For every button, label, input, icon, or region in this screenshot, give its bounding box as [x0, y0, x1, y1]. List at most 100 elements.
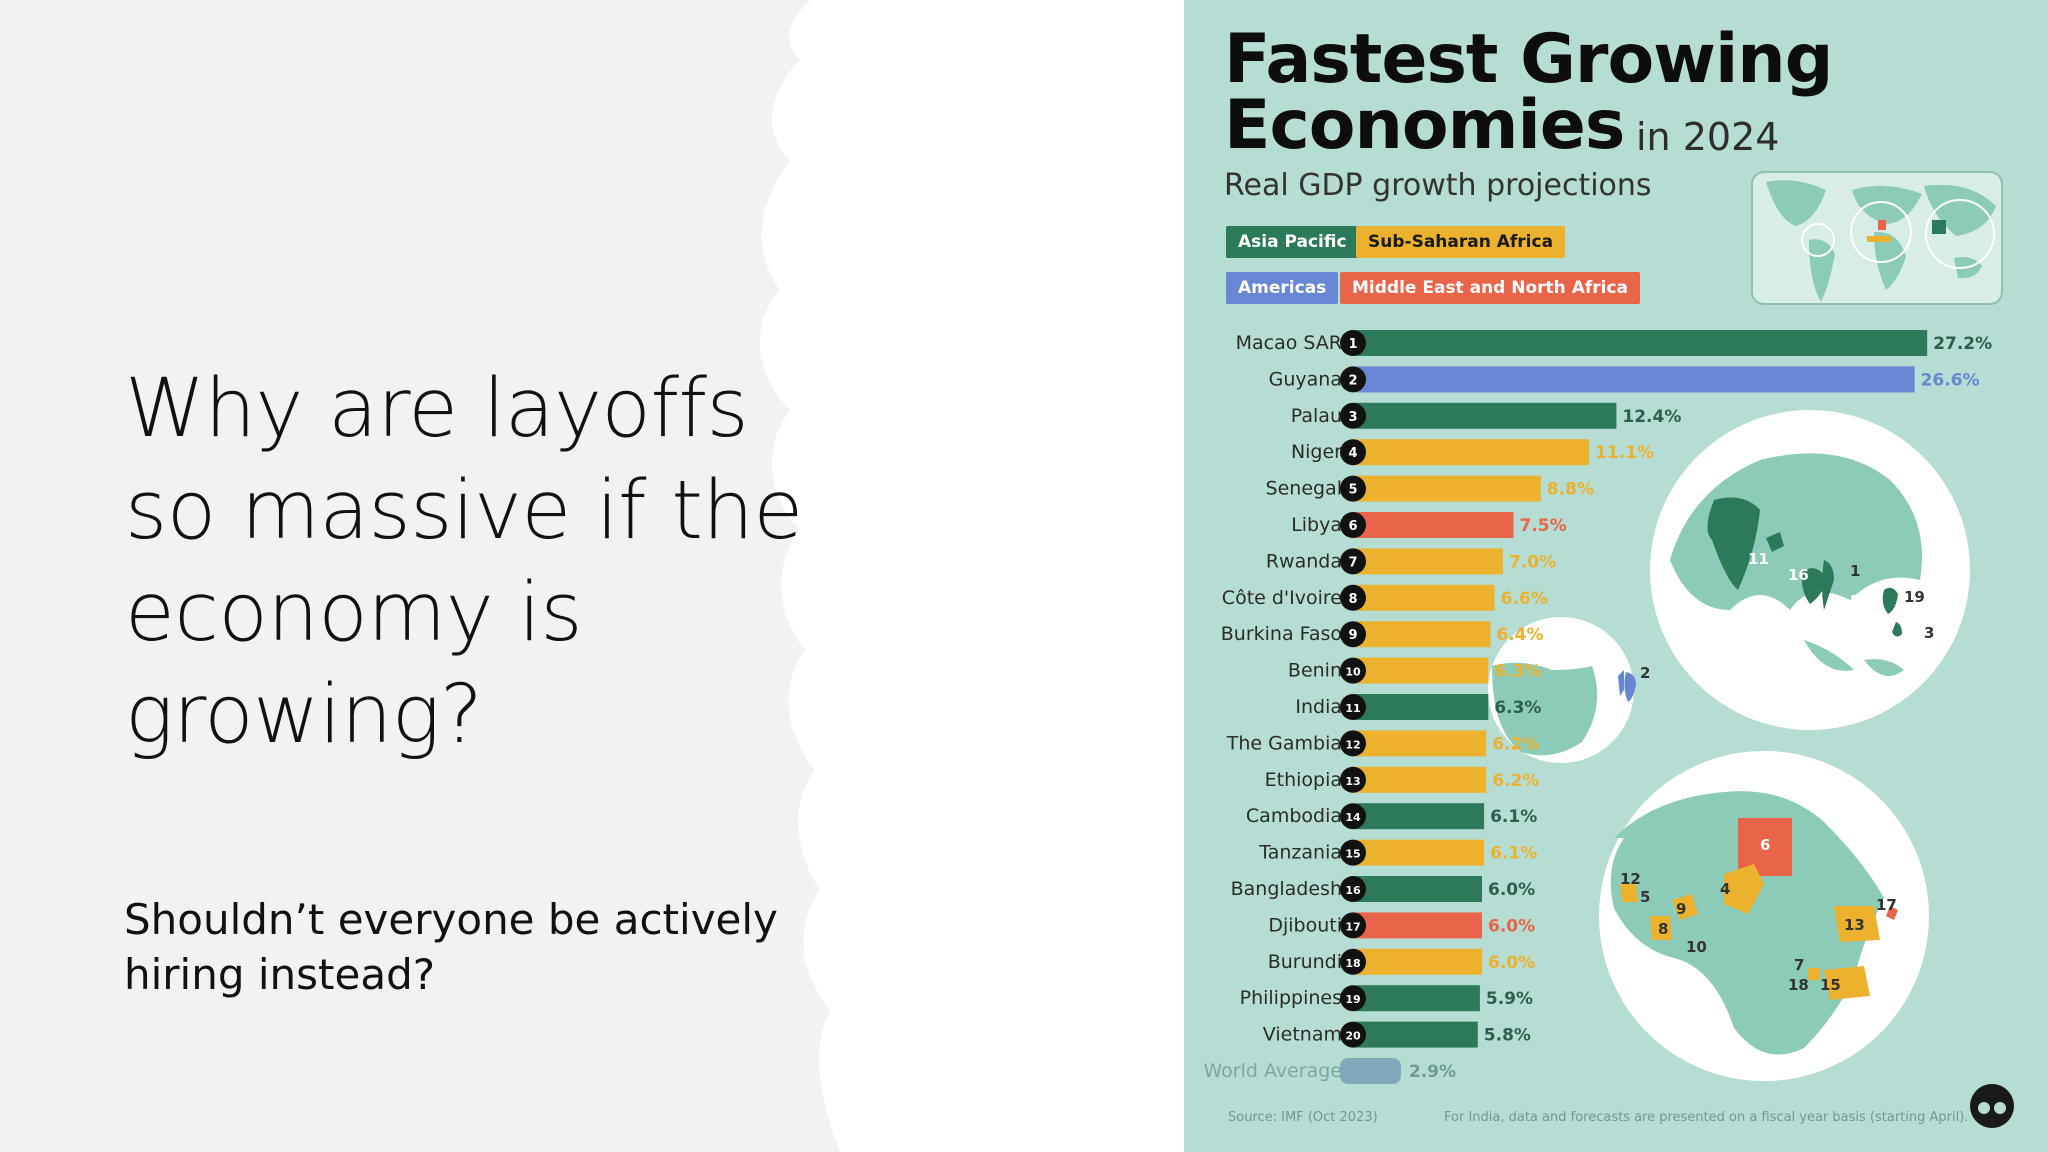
- category-label: Cambodia: [1246, 805, 1342, 827]
- rank-label: 7: [1348, 555, 1357, 570]
- value-label: 6.6%: [1501, 589, 1548, 609]
- value-label: 12.4%: [1622, 407, 1681, 427]
- value-label: 6.4%: [1496, 625, 1543, 645]
- rank-label: 12: [1345, 738, 1360, 751]
- rank-label: 5: [1348, 483, 1357, 498]
- asia-map-label: 3: [1924, 624, 1934, 642]
- bar: [1356, 548, 1503, 575]
- africa-map-label: 7: [1794, 956, 1804, 974]
- bar: [1356, 330, 1928, 356]
- bar: [1356, 1021, 1478, 1048]
- world-average-value: 2.9%: [1409, 1062, 1456, 1082]
- value-label: 5.8%: [1484, 1026, 1531, 1046]
- africa-map-label: 9: [1676, 900, 1686, 918]
- rank-badge: [1340, 694, 1366, 720]
- rank-badge: [1340, 330, 1366, 356]
- value-label: 7.0%: [1509, 552, 1556, 572]
- value-label: 6.2%: [1492, 734, 1539, 754]
- bar: [1356, 621, 1491, 648]
- world-average-bar: [1340, 1058, 1401, 1084]
- africa-map-label: 12: [1620, 870, 1641, 888]
- rank-badge: [1340, 876, 1366, 902]
- rank-badge: [1340, 584, 1366, 611]
- rank-label: 1: [1348, 337, 1357, 352]
- world-average-label: World Average: [1203, 1060, 1342, 1082]
- value-label: 6.0%: [1488, 880, 1535, 900]
- africa-map-circle: [1599, 751, 1929, 1081]
- rank-badge: [1340, 803, 1366, 830]
- category-label: The Gambia: [1226, 732, 1342, 754]
- rank-badge: [1340, 548, 1366, 575]
- africa-map-label: 4: [1720, 880, 1730, 898]
- rank-badge: [1340, 730, 1366, 757]
- bar-chart: Macao SAR 1 27.2%Guyana 2 26.6%Palau 3 12.4%Ni…: [1203, 330, 1992, 1084]
- bar: [1356, 475, 1541, 502]
- category-label: Libya: [1291, 514, 1342, 536]
- slide-heading: Why are layoffs so massive if the econom…: [125, 362, 803, 762]
- value-label: 6.1%: [1490, 844, 1537, 864]
- americas-map-circle: [1488, 617, 1636, 763]
- chart-source: Source: IMF (Oct 2023): [1228, 1110, 1378, 1125]
- category-label: Macao SAR: [1236, 332, 1342, 354]
- chart-canvas: Macao SAR 1 27.2%Guyana 2 26.6%Palau 3 12.4%Ni…: [1203, 171, 2014, 1128]
- rank-badge: [1340, 948, 1366, 975]
- category-label: Guyana: [1269, 368, 1342, 390]
- value-label: 6.3%: [1494, 698, 1541, 718]
- rank-label: 15: [1345, 848, 1360, 861]
- rank-badge: [1340, 475, 1366, 502]
- rank-badge: [1340, 657, 1366, 684]
- rank-label: 11: [1345, 702, 1360, 715]
- category-label: Ethiopia: [1265, 769, 1342, 791]
- rank-badge: [1340, 621, 1366, 648]
- category-label: Vietnam: [1263, 1024, 1342, 1046]
- bar: [1356, 985, 1480, 1012]
- rank-label: 19: [1345, 993, 1360, 1006]
- asia-map-label: 14: [1848, 614, 1869, 632]
- bar: [1356, 366, 1915, 393]
- bar: [1356, 876, 1482, 902]
- chart-title-year: in 2024: [1636, 115, 1780, 159]
- value-label: 5.9%: [1486, 989, 1533, 1009]
- bar: [1356, 584, 1495, 611]
- rank-badge: [1340, 766, 1366, 793]
- rank-badge: [1340, 1021, 1366, 1048]
- brush-stroke-decoration: [759, 0, 1184, 1152]
- rank-label: 14: [1345, 811, 1361, 824]
- value-label: 26.6%: [1921, 370, 1980, 390]
- visual-capitalist-logo: [1970, 1084, 2014, 1128]
- rank-badge: [1340, 839, 1366, 866]
- africa-map-label: 17: [1876, 896, 1897, 914]
- world-map-inset: [1751, 171, 2003, 305]
- value-label: 6.0%: [1488, 916, 1535, 936]
- rank-label: 16: [1345, 884, 1361, 897]
- rank-label: 18: [1345, 957, 1360, 970]
- bar: [1356, 948, 1482, 975]
- bar: [1356, 912, 1482, 939]
- legend-middle-east-north-africa: Middle East and North Africa: [1340, 272, 1641, 304]
- chart-subtitle: Real GDP growth projections: [1224, 168, 1652, 203]
- rank-badge: [1340, 439, 1366, 466]
- bar: [1356, 402, 1617, 429]
- category-label: Niger: [1291, 441, 1342, 463]
- category-label: Rwanda: [1266, 550, 1342, 572]
- value-label: 6.3%: [1494, 662, 1541, 682]
- africa-map-label: 8: [1658, 920, 1668, 938]
- bar: [1356, 439, 1590, 466]
- rank-badge: [1340, 512, 1366, 538]
- rank-label: 2: [1348, 373, 1357, 388]
- category-label: Côte d'Ivoire: [1222, 587, 1342, 609]
- africa-map-label: 18: [1788, 976, 1809, 994]
- category-label: Burkina Faso: [1221, 623, 1342, 645]
- value-label: 11.1%: [1595, 443, 1654, 463]
- rank-badge: [1340, 402, 1366, 429]
- rank-badge: [1340, 912, 1366, 939]
- category-label: Djibouti: [1268, 914, 1342, 936]
- category-label: Palau: [1291, 405, 1342, 427]
- rank-label: 17: [1345, 920, 1360, 933]
- category-label: Senegal: [1266, 478, 1342, 500]
- africa-map-label: 5: [1640, 888, 1650, 906]
- bar: [1356, 766, 1487, 793]
- bar: [1356, 839, 1485, 866]
- gdp-infographic: Macao SAR 1 27.2% Guyana 2 26.6% Palau 3 12.4% Ni…: [1184, 0, 2048, 1152]
- legend-sub-saharan-africa: Sub-Saharan Africa: [1356, 226, 1566, 258]
